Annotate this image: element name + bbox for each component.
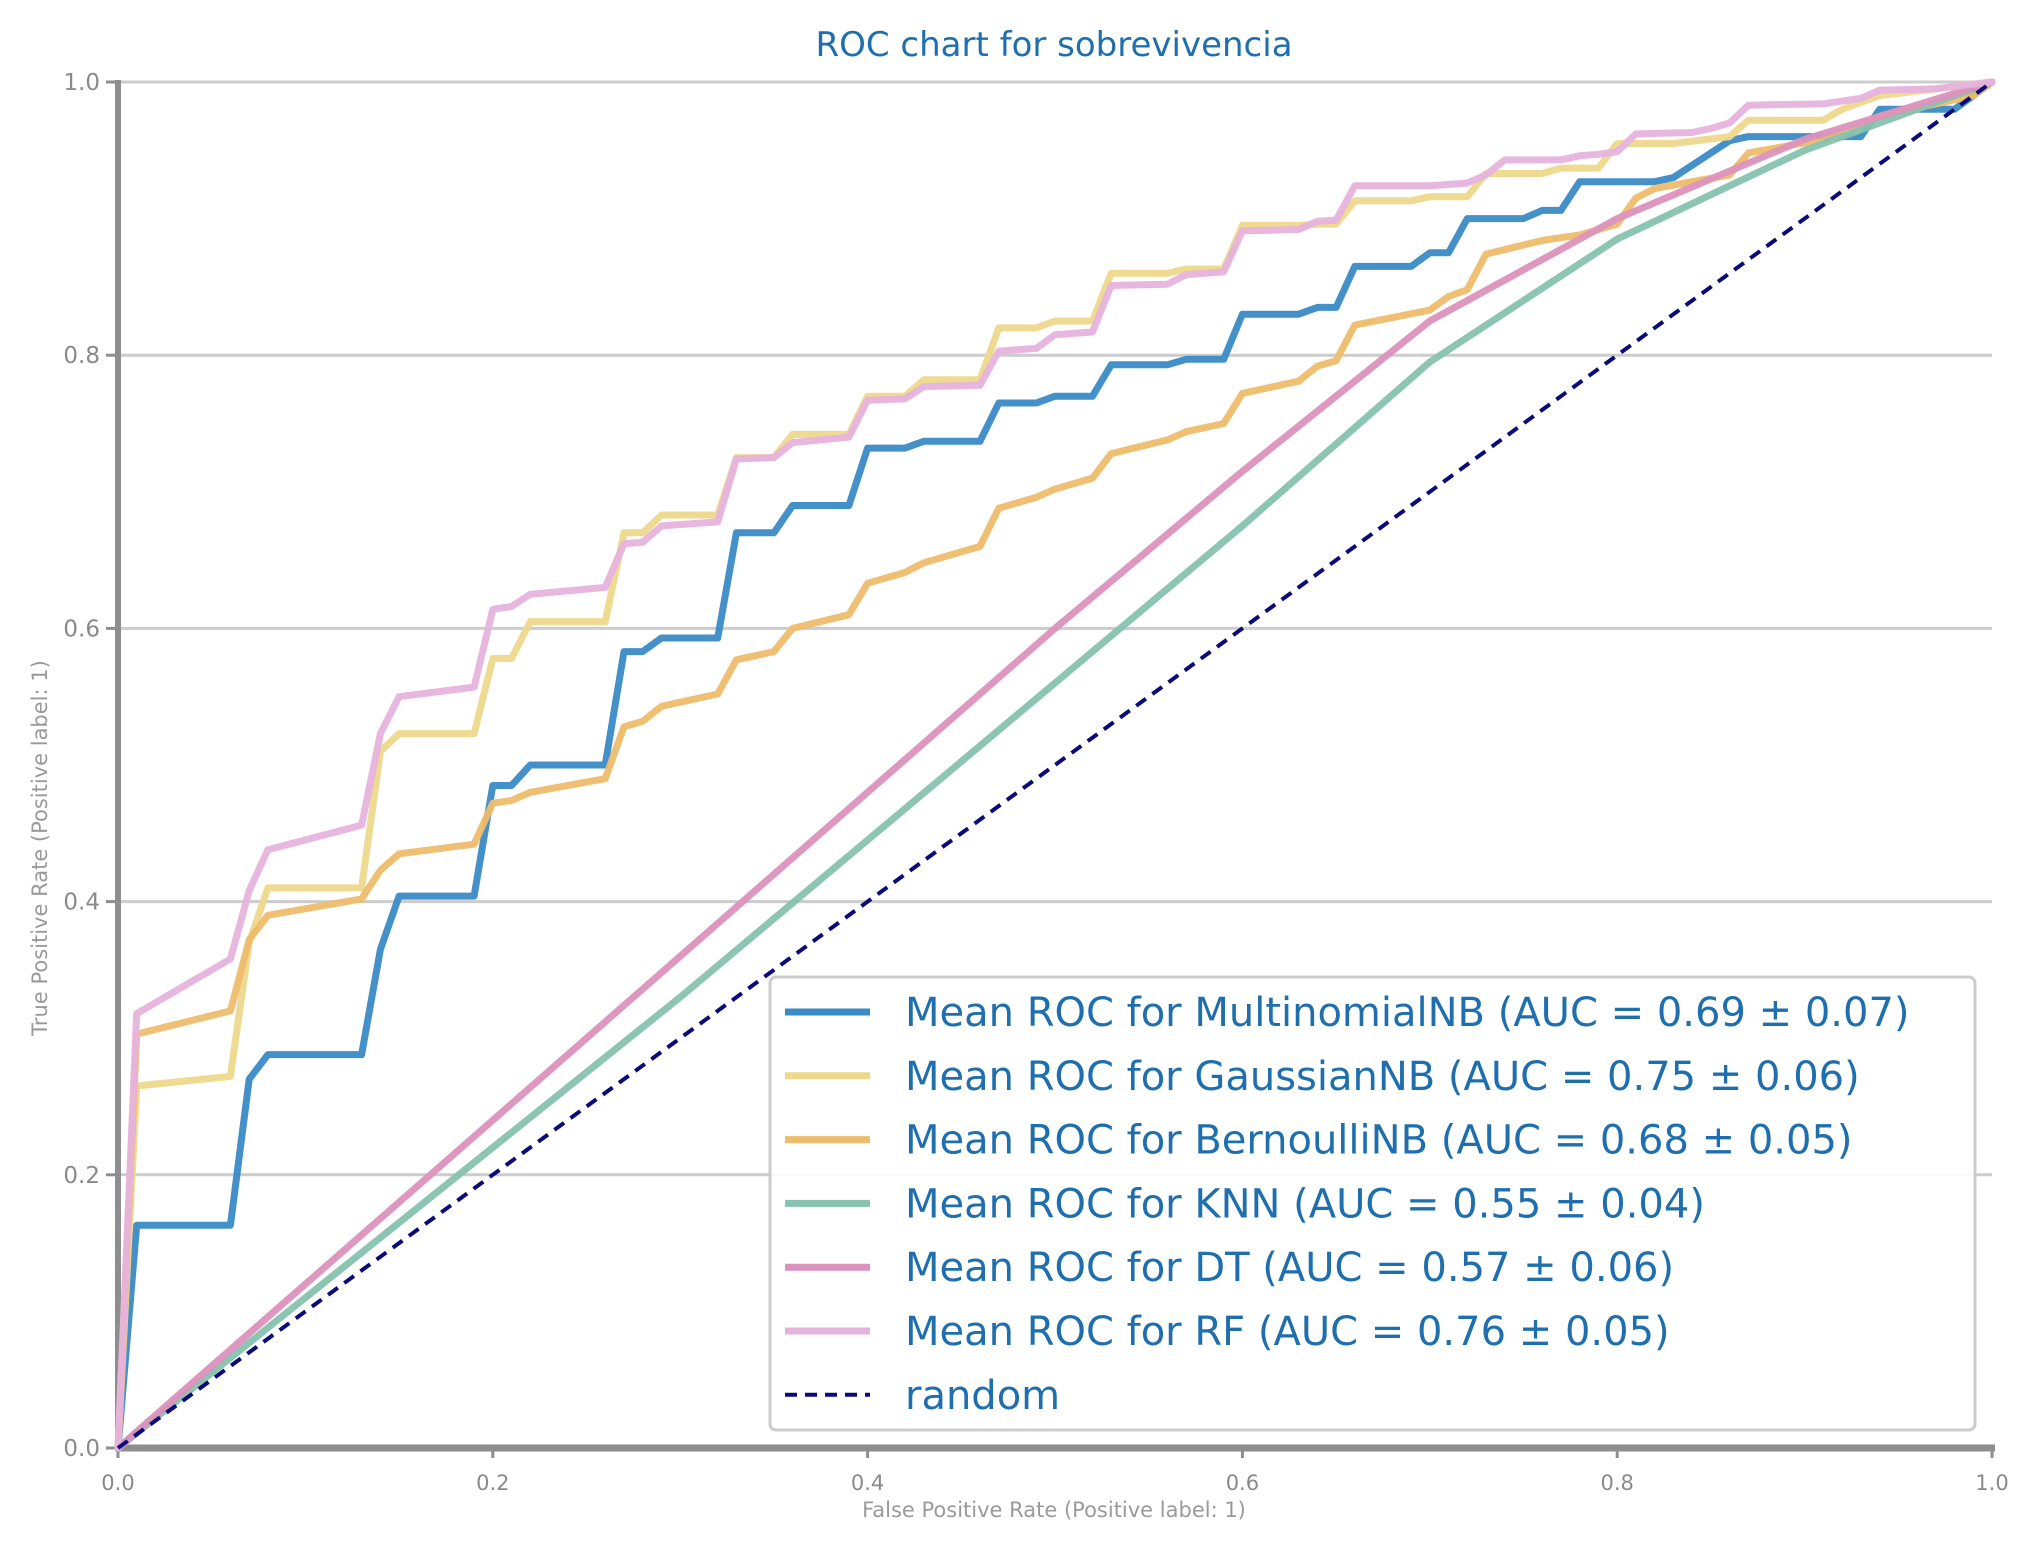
legend-box [768,975,1977,1432]
y-tick-label-4: 0.8 [63,343,100,369]
legend-label-4: Mean ROC for DT (AUC = 0.57 ± 0.06) [905,1245,1674,1291]
y-tick-label-1: 0.2 [63,1163,100,1189]
legend-label-1: Mean ROC for GaussianNB (AUC = 0.75 ± 0.… [905,1054,1860,1100]
x-tick-label-4: 0.8 [1600,1471,1633,1495]
series-lines [114,78,1996,1452]
legend-label-2: Mean ROC for BernoulliNB (AUC = 0.68 ± 0… [905,1118,1853,1164]
series-line-6 [116,80,1994,1450]
legend-label-3: Mean ROC for KNN (AUC = 0.55 ± 0.04) [905,1181,1705,1227]
x-tick-label-3: 0.6 [1226,1471,1259,1495]
series-line-3 [114,78,1996,1452]
series-line-0 [114,78,1996,1452]
axes [115,80,1995,1452]
y-tick-label-5: 1.0 [63,70,100,96]
series-line-2 [114,78,1996,1452]
ticks: 0.0 0.2 0.4 0.6 0.8 1.0 0.0 0.2 0.4 0.6 0.8 1.0 [63,70,2008,1495]
y-axis-label: True Positive Rate (Positive label: 1) [28,660,52,1037]
legend-label-0: Mean ROC for MultinomialNB (AUC = 0.69 ±… [905,990,1910,1036]
x-tick-label-0: 0.0 [101,1471,134,1495]
x-tick-label-2: 0.4 [851,1471,884,1495]
chart-title: ROC chart for sobrevivencia [815,25,1292,65]
y-tick-label-2: 0.4 [63,890,100,916]
series-line-1 [114,78,1996,1452]
y-tick-label-3: 0.6 [63,616,100,642]
legend-label-6: random [905,1373,1060,1419]
series-line-4 [114,78,1996,1452]
y-tick-label-0: 0.0 [63,1436,100,1462]
x-tick-label-1: 0.2 [476,1471,509,1495]
series-line-5 [114,78,1996,1452]
legend-label-5: Mean ROC for RF (AUC = 0.76 ± 0.05) [905,1309,1670,1355]
x-tick-label-5: 1.0 [1975,1471,2008,1495]
legend: Mean ROC for MultinomialNB (AUC = 0.69 ±… [768,975,1977,1432]
x-axis-label: False Positive Rate (Positive label: 1) [862,1498,1246,1522]
